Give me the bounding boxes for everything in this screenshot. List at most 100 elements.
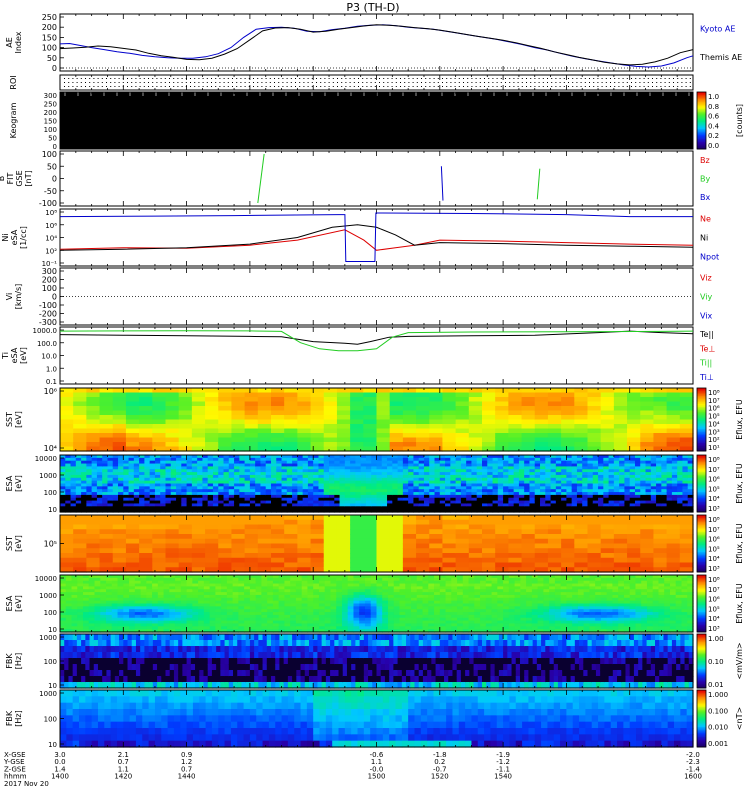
heatmap-cell xyxy=(284,433,298,439)
heatmap-cell xyxy=(223,489,230,493)
y-tick-label: -50 xyxy=(44,187,57,196)
heatmap-cell xyxy=(139,489,145,493)
heatmap-cell xyxy=(682,497,689,502)
heatmap-cell xyxy=(679,410,694,416)
heatmap-cell xyxy=(286,500,293,505)
heatmap-cell xyxy=(202,509,209,513)
heatmap-cell xyxy=(613,497,620,502)
y-axis-label-velocity: Vi [km/s] xyxy=(5,284,23,310)
roi-dot xyxy=(345,82,347,83)
colorbar-cell xyxy=(697,449,706,452)
heatmap-cell xyxy=(497,480,504,485)
heatmap-cell xyxy=(281,509,288,513)
heatmap-cell xyxy=(218,497,225,502)
heatmap-cell xyxy=(307,497,314,502)
heatmap-cell xyxy=(218,553,233,559)
heatmap-cell xyxy=(460,503,467,507)
heatmap-cell xyxy=(582,477,589,482)
roi-dot xyxy=(454,78,456,79)
roi-dot xyxy=(568,86,569,87)
heatmap-cell xyxy=(257,433,272,439)
heatmap-cell xyxy=(202,477,209,482)
heatmap-cell xyxy=(492,477,499,482)
roi-dot xyxy=(395,78,397,79)
heatmap-cell xyxy=(442,419,457,425)
heatmap-cell xyxy=(429,457,436,462)
heatmap-cell xyxy=(413,480,420,485)
heatmap-cell xyxy=(650,500,657,505)
heatmap-cell xyxy=(640,492,647,496)
heatmap-cell xyxy=(323,553,338,559)
heatmap-cell xyxy=(371,472,378,476)
heatmap-cell xyxy=(297,494,304,499)
heatmap-cell xyxy=(471,463,478,467)
heatmap-cell xyxy=(434,506,441,510)
roi-dot xyxy=(295,86,296,87)
heatmap-cell xyxy=(634,466,641,470)
heatmap-cell xyxy=(566,474,573,479)
heatmap-cell xyxy=(355,460,362,465)
heatmap-cell xyxy=(218,483,225,487)
heatmap-cell xyxy=(540,509,546,513)
colorbar-frame xyxy=(696,91,707,150)
heatmap-cell xyxy=(152,442,167,448)
roi-dot xyxy=(181,86,183,87)
heatmap-cell xyxy=(223,466,230,470)
heatmap-cell xyxy=(281,497,288,502)
roi-dot xyxy=(227,82,229,83)
heatmap-cell xyxy=(634,489,641,493)
heatmap-cell xyxy=(587,406,602,412)
heatmap-cell xyxy=(455,410,470,416)
heatmap-cell xyxy=(178,553,193,559)
heatmap-cell xyxy=(634,457,641,462)
roi-dot xyxy=(253,78,254,79)
heatmap-cell xyxy=(178,397,193,403)
heatmap-cell xyxy=(582,457,589,462)
heatmap-cell xyxy=(154,477,161,482)
roi-dot xyxy=(303,82,305,83)
roi-dot xyxy=(450,78,452,79)
heatmap-cell xyxy=(555,480,562,485)
heatmap-cell xyxy=(178,401,193,407)
heatmap-cell xyxy=(429,529,444,535)
heatmap-cell xyxy=(376,534,391,540)
roi-dot xyxy=(97,86,99,87)
heatmap-cell xyxy=(112,463,119,467)
heatmap-cell xyxy=(482,472,488,476)
heatmap-cell xyxy=(86,401,101,407)
roi-dot xyxy=(286,82,288,83)
heatmap-cell xyxy=(170,472,177,476)
heatmap-cell xyxy=(371,460,378,465)
heatmap-cell xyxy=(302,492,309,496)
heatmap-cell xyxy=(587,466,594,470)
heatmap-cell xyxy=(416,392,430,398)
heatmap-cell xyxy=(202,466,209,470)
heatmap-cell xyxy=(212,483,219,487)
heatmap-cell xyxy=(571,469,578,473)
heatmap-cell xyxy=(656,466,662,470)
heatmap-cell xyxy=(260,469,267,473)
heatmap-cell xyxy=(197,486,204,490)
heatmap-cell xyxy=(439,463,446,467)
heatmap-cell xyxy=(318,506,325,510)
heatmap-cell xyxy=(234,472,240,476)
colorbar-tick-label: 0.2 xyxy=(708,132,719,140)
heatmap-cell xyxy=(176,486,182,490)
heatmap-cell xyxy=(271,515,285,521)
heatmap-cell xyxy=(429,553,444,559)
heatmap-cell xyxy=(86,509,93,513)
heatmap-cell xyxy=(376,480,383,485)
heatmap-cell xyxy=(244,497,251,502)
heatmap-cell xyxy=(503,486,509,490)
heatmap-cell xyxy=(363,562,378,568)
heatmap-cell xyxy=(297,492,304,496)
heatmap-cell xyxy=(487,455,494,459)
heatmap-cell xyxy=(70,483,77,487)
heatmap-cell xyxy=(442,567,457,573)
heatmap-cell xyxy=(297,419,312,425)
heatmap-cell xyxy=(653,428,668,434)
heatmap-cell xyxy=(561,489,567,493)
heatmap-cell xyxy=(508,442,523,448)
heatmap-cell xyxy=(239,483,246,487)
heatmap-cell xyxy=(212,497,219,502)
